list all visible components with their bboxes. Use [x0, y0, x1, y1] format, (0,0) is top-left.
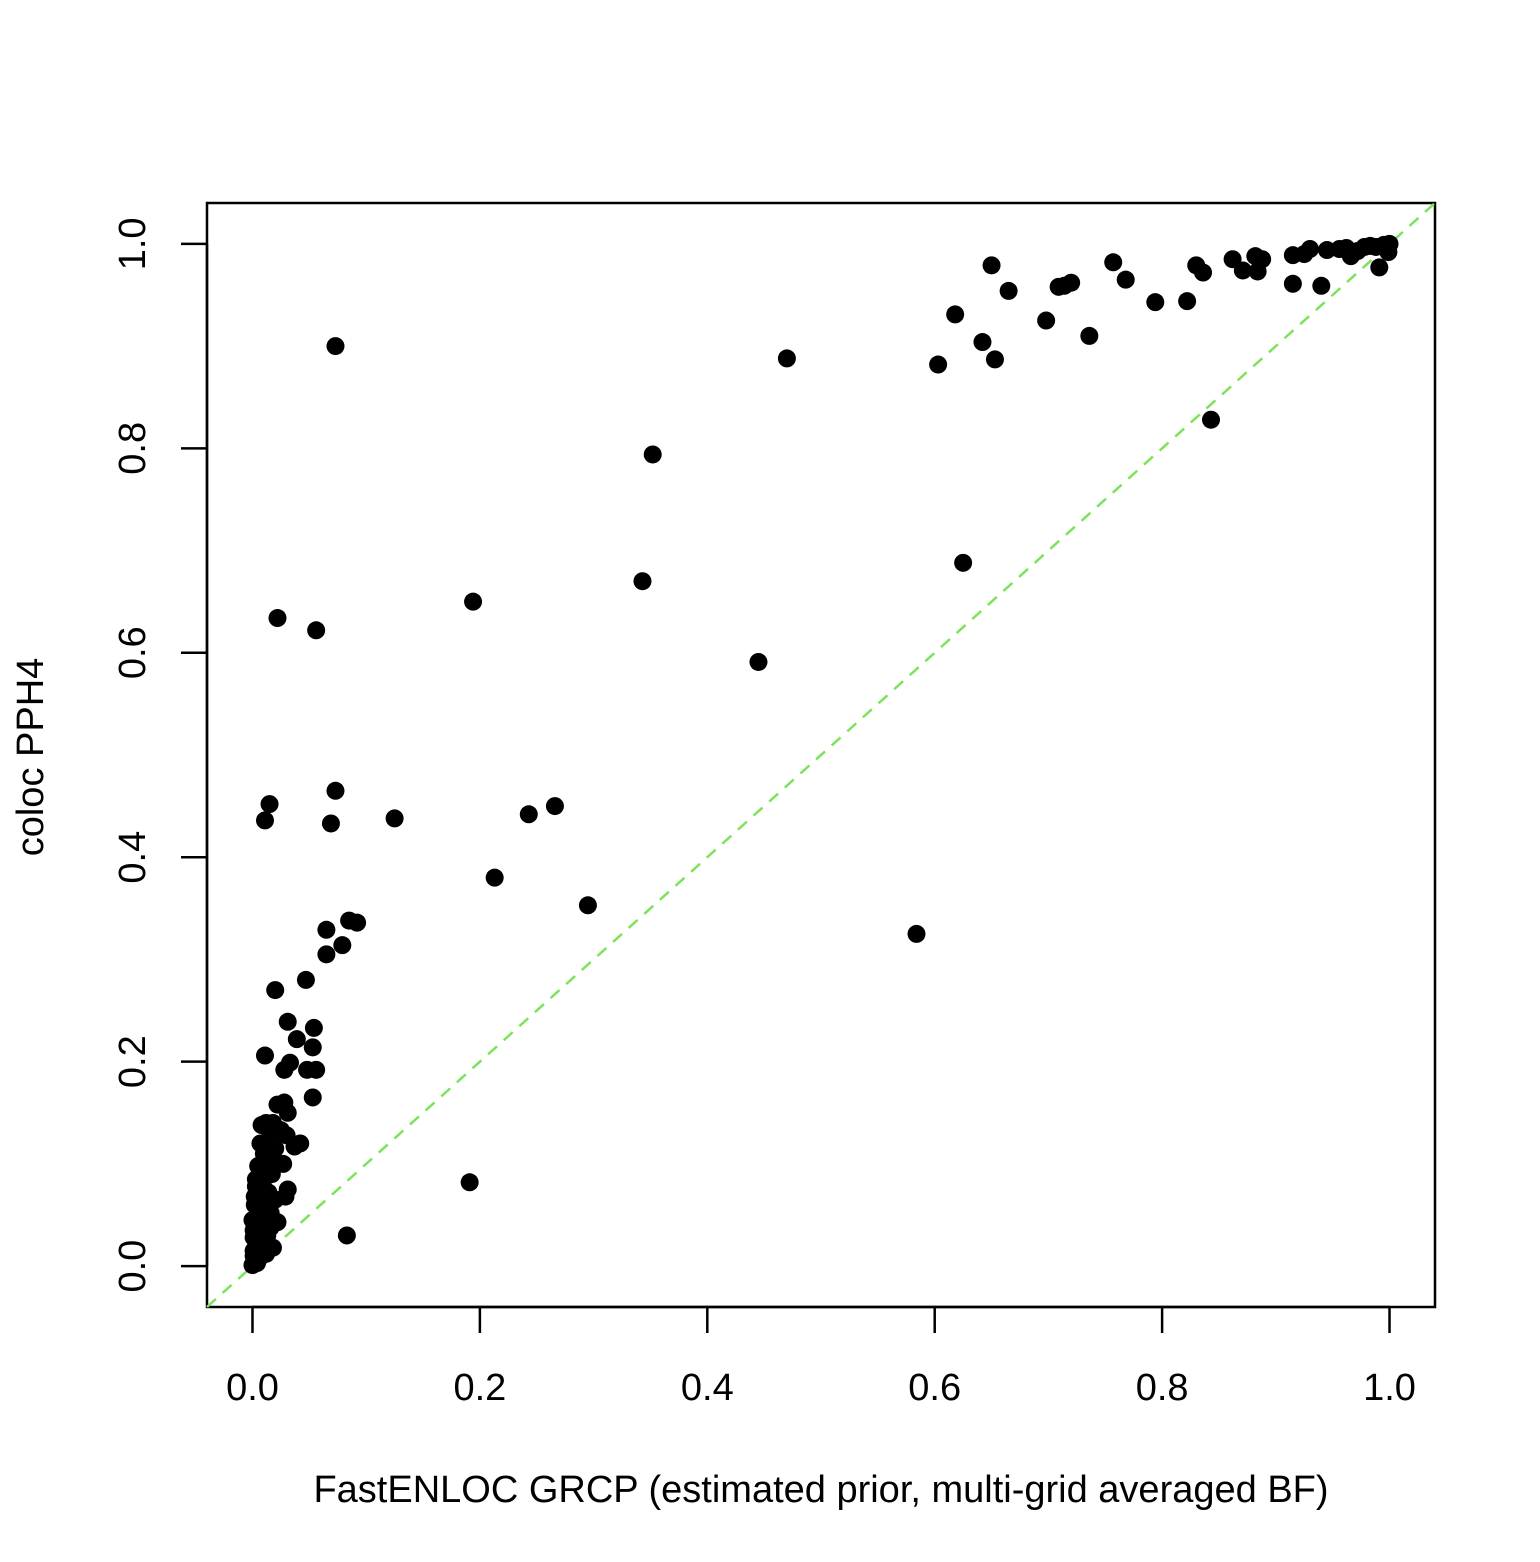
- data-point: [317, 945, 336, 964]
- x-tick-label: 0.2: [453, 1367, 506, 1409]
- data-point: [246, 1177, 265, 1196]
- data-point: [1253, 250, 1272, 269]
- data-point: [278, 1103, 297, 1122]
- data-point: [460, 1173, 479, 1192]
- y-tick-label: 1.0: [112, 217, 154, 270]
- data-point: [251, 1134, 270, 1153]
- data-point: [307, 1060, 326, 1079]
- data-point: [643, 445, 662, 464]
- data-point: [296, 970, 315, 989]
- data-point: [999, 281, 1018, 300]
- x-axis-label: FastENLOC GRCP (estimated prior, multi-g…: [313, 1469, 1328, 1511]
- data-point: [1104, 253, 1123, 272]
- data-point: [777, 349, 796, 368]
- data-point: [519, 805, 538, 824]
- x-tick-label: 1.0: [1363, 1367, 1416, 1409]
- data-point: [265, 1124, 284, 1143]
- x-tick-label: 0.4: [681, 1367, 734, 1409]
- data-point: [485, 868, 504, 887]
- data-point: [1062, 273, 1081, 292]
- data-point: [1146, 293, 1165, 312]
- data-point: [1194, 263, 1213, 282]
- data-point: [633, 572, 652, 591]
- x-tick-label: 0.6: [908, 1367, 961, 1409]
- y-tick-label: 0.4: [112, 831, 154, 884]
- data-points: [243, 234, 1399, 1275]
- data-point: [545, 797, 564, 816]
- data-point: [243, 1211, 262, 1230]
- y-axis: 0.0 0.2 0.4 0.6 0.8 1.0: [112, 217, 209, 1293]
- data-point: [275, 1060, 294, 1079]
- y-tick-label: 0.2: [112, 1035, 154, 1088]
- data-point: [385, 809, 404, 828]
- data-point: [321, 814, 340, 833]
- data-point: [1080, 326, 1099, 345]
- data-point: [304, 1018, 323, 1037]
- data-point: [1202, 410, 1221, 429]
- data-point: [260, 795, 279, 814]
- data-point: [1370, 258, 1389, 277]
- data-point: [464, 592, 483, 611]
- data-point: [749, 652, 768, 671]
- data-point: [348, 913, 367, 932]
- data-point: [278, 1012, 297, 1031]
- data-point: [973, 333, 992, 352]
- data-point: [1378, 238, 1397, 257]
- data-point: [261, 1218, 280, 1237]
- data-point: [303, 1038, 322, 1057]
- data-point: [337, 1226, 356, 1245]
- data-point: [317, 920, 336, 939]
- x-tick-label: 0.8: [1136, 1367, 1189, 1409]
- data-point: [1116, 270, 1135, 289]
- data-point: [954, 553, 973, 572]
- data-point: [307, 621, 326, 640]
- y-tick-label: 0.0: [112, 1240, 154, 1293]
- y-tick-label: 0.6: [112, 626, 154, 679]
- data-point: [1300, 240, 1319, 258]
- identity-reference-line: [206, 202, 1436, 1308]
- data-point: [326, 781, 345, 800]
- data-point: [260, 1149, 279, 1168]
- data-point: [985, 350, 1004, 369]
- x-axis: 0.0 0.2 0.4 0.6 0.8 1.0: [226, 1305, 1416, 1409]
- data-point: [1233, 261, 1252, 280]
- data-point: [907, 924, 926, 943]
- data-point: [255, 811, 274, 830]
- data-point: [244, 1228, 263, 1247]
- data-point: [1283, 274, 1302, 293]
- data-point: [1312, 276, 1331, 295]
- data-point: [946, 305, 965, 324]
- data-point: [982, 256, 1001, 275]
- data-point: [1178, 292, 1197, 311]
- data-point: [257, 1193, 276, 1212]
- x-tick-label: 0.0: [226, 1367, 279, 1409]
- data-point: [303, 1088, 322, 1107]
- data-point: [268, 609, 287, 628]
- data-point: [578, 896, 597, 915]
- data-point: [1037, 311, 1056, 330]
- data-point: [333, 936, 352, 955]
- y-tick-label: 0.8: [112, 422, 154, 475]
- y-axis-label: coloc PPH4: [10, 658, 52, 857]
- data-point: [266, 981, 285, 1000]
- data-point: [929, 355, 948, 374]
- data-point: [326, 337, 345, 356]
- data-point: [287, 1030, 306, 1049]
- data-point: [255, 1046, 274, 1065]
